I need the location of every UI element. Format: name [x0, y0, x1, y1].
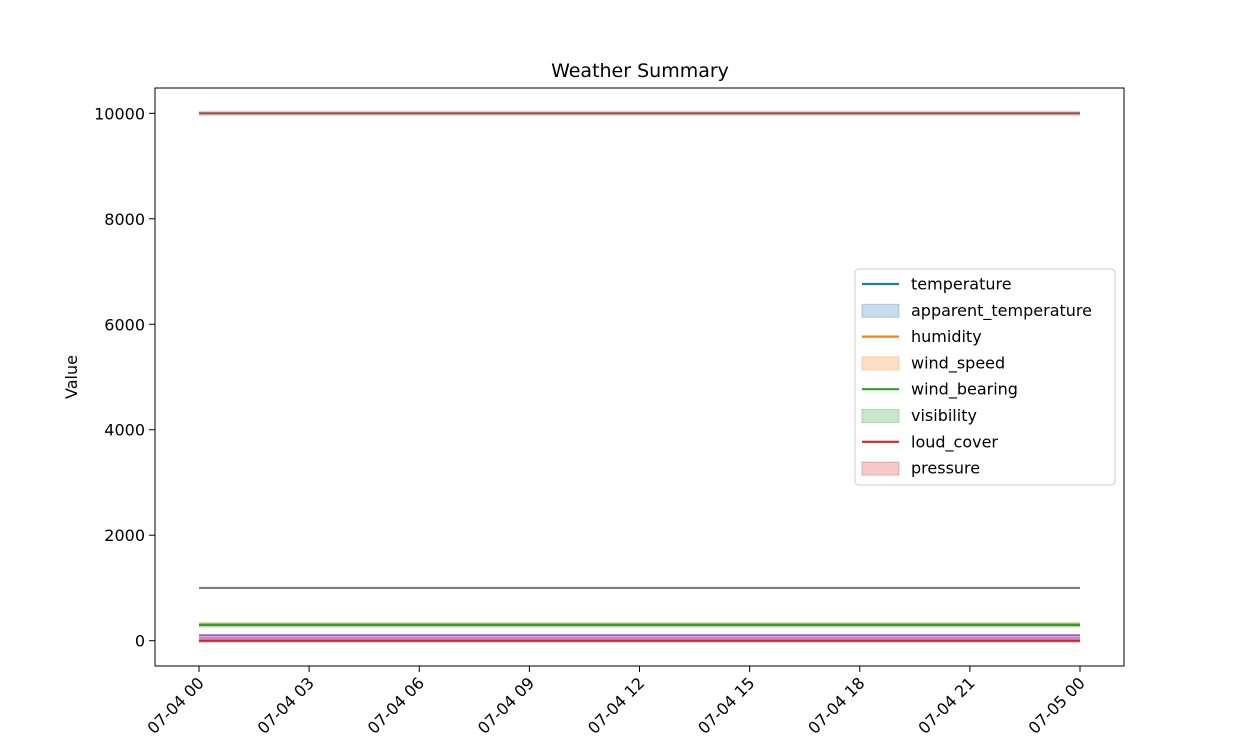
y-tick-label: 8000: [104, 210, 145, 229]
legend-item-wind-bearing: wind_bearing: [862, 380, 1018, 400]
series-lines: [199, 110, 1080, 644]
legend-item-pressure: pressure: [861, 459, 980, 478]
y-tick-label: 6000: [104, 315, 145, 334]
legend-label: loud_cover: [911, 432, 998, 452]
legend-label: wind_speed: [911, 353, 1005, 373]
legend-label: visibility: [911, 406, 977, 425]
legend-item-apparent-temperature: apparent_temperature: [861, 301, 1092, 321]
legend-item-loud-cover: loud_cover: [862, 432, 998, 452]
series-band-visibility: [199, 622, 1080, 628]
legend-label: temperature: [911, 275, 1012, 294]
legend-label: wind_bearing: [911, 380, 1018, 400]
legend-swatch: [861, 356, 900, 371]
x-tick-label: 07-05 00: [1025, 673, 1089, 737]
y-tick-label: 2000: [104, 526, 145, 545]
legend-swatch: [861, 409, 900, 423]
x-tick-label: 07-04 06: [364, 673, 428, 737]
x-tick-label: 07-04 09: [474, 673, 538, 737]
legend-item-humidity: humidity: [862, 327, 982, 346]
legend-swatch: [861, 303, 900, 318]
x-tick-label: 07-04 12: [584, 673, 648, 737]
legend-item-visibility: visibility: [861, 406, 977, 425]
x-tick-label: 07-04 03: [254, 673, 318, 737]
legend: temperature apparent_temperature humidity w…: [854, 268, 1116, 486]
y-axis-label: Value: [62, 355, 81, 399]
legend-label: apparent_temperature: [911, 301, 1092, 321]
legend-label: pressure: [911, 459, 980, 478]
legend-swatch: [861, 461, 900, 476]
legend-item-temperature: temperature: [862, 275, 1012, 294]
y-tick-label: 0: [135, 632, 145, 651]
legend-box: [854, 268, 1116, 486]
x-tick-label: 07-04 00: [144, 673, 208, 737]
x-tick-label: 07-04 18: [804, 673, 868, 737]
y-tick-label: 4000: [104, 421, 145, 440]
legend-item-wind-speed: wind_speed: [861, 353, 1005, 373]
x-tick-label: 07-04 15: [694, 673, 758, 737]
chart-title: Weather Summary: [551, 60, 729, 82]
y-tick-label: 10000: [94, 104, 145, 123]
legend-label: humidity: [911, 327, 982, 346]
x-tick-label: 07-04 21: [914, 673, 978, 737]
